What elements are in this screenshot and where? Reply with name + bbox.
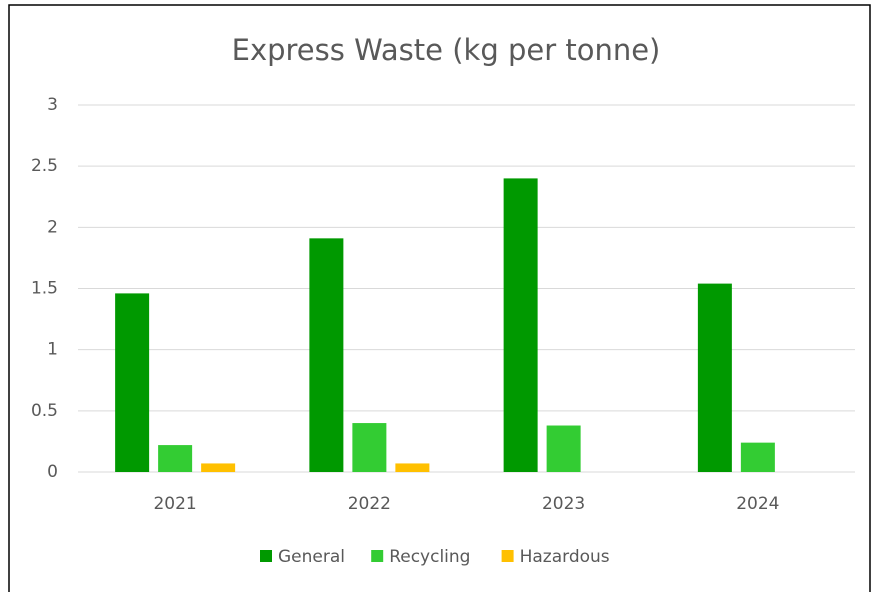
legend-swatch (260, 550, 272, 562)
bar (158, 445, 193, 472)
bar (546, 425, 581, 472)
bar (697, 283, 732, 472)
x-tick-label: 2024 (736, 494, 779, 514)
bar (201, 463, 236, 472)
chart-title: Express Waste (kg per tonne) (232, 33, 661, 67)
legend-label: Hazardous (520, 547, 610, 567)
y-tick-label: 0.5 (31, 401, 58, 421)
bar (740, 442, 775, 472)
legend-swatch (501, 550, 514, 562)
y-tick-label: 1 (47, 340, 58, 360)
bar (309, 238, 344, 472)
legend-label: General (278, 547, 345, 567)
y-tick-label: 3 (47, 95, 58, 115)
legend-label: Recycling (389, 547, 470, 567)
x-tick-label: 2023 (542, 494, 585, 514)
bar (115, 293, 150, 472)
y-tick-label: 0 (47, 462, 58, 482)
bar (395, 463, 430, 472)
legend-swatch (371, 550, 384, 562)
y-tick-label: 1.5 (31, 279, 58, 299)
bar (352, 423, 387, 472)
y-tick-label: 2 (47, 217, 58, 237)
x-tick-label: 2021 (153, 494, 196, 514)
x-tick-label: 2022 (348, 494, 391, 514)
bar (503, 178, 538, 472)
y-tick-label: 2.5 (31, 156, 58, 176)
